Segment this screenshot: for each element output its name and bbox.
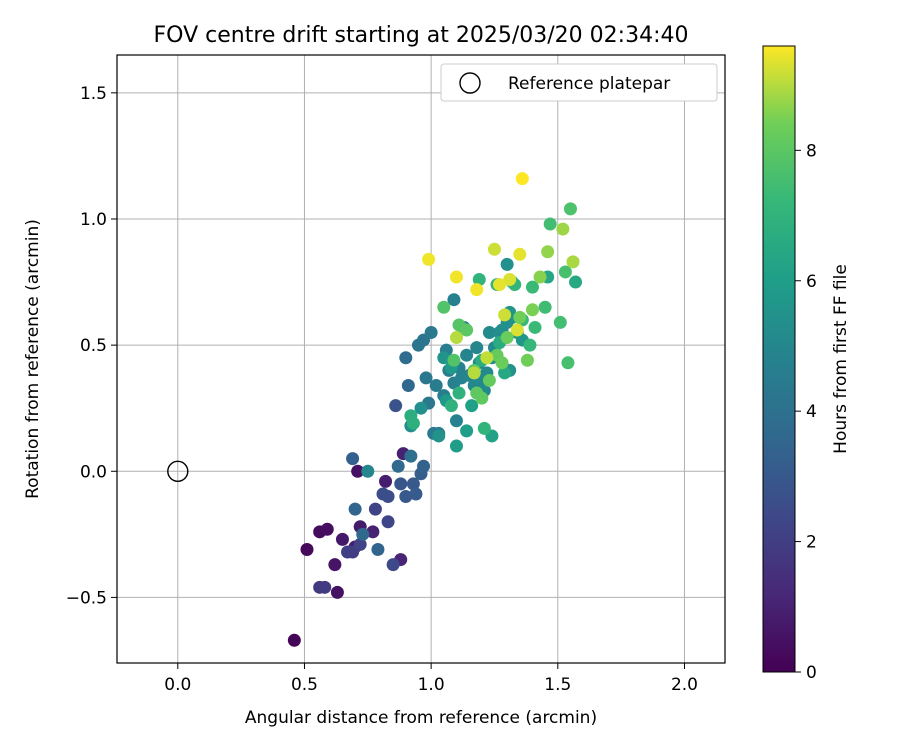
data-point	[417, 460, 430, 473]
chart-title: FOV centre drift starting at 2025/03/20 …	[154, 23, 689, 48]
plot-area	[117, 55, 725, 663]
data-point	[493, 278, 506, 291]
data-point	[371, 543, 384, 556]
scatter-chart: FOV centre drift starting at 2025/03/20 …	[0, 0, 900, 750]
x-axis-label: Angular distance from reference (arcmin)	[245, 708, 597, 728]
data-point	[321, 523, 334, 536]
data-point	[468, 366, 481, 379]
data-point	[498, 308, 511, 321]
data-point	[349, 503, 362, 516]
data-point	[480, 351, 493, 364]
data-point	[529, 321, 542, 334]
data-point	[331, 586, 344, 599]
data-point	[569, 276, 582, 289]
data-point	[450, 414, 463, 427]
x-tick-label: 2.0	[671, 675, 698, 695]
data-point	[475, 392, 488, 405]
data-point	[379, 475, 392, 488]
data-point	[501, 258, 514, 271]
data-point	[523, 339, 536, 352]
data-point	[564, 202, 577, 215]
data-point	[513, 248, 526, 261]
data-point	[460, 424, 473, 437]
data-point	[544, 218, 557, 231]
data-point	[511, 323, 524, 336]
data-point	[496, 356, 509, 369]
data-point	[422, 253, 435, 266]
data-point	[437, 301, 450, 314]
y-tick-label: −0.5	[66, 588, 107, 608]
x-tick-label: 1.0	[418, 675, 445, 695]
data-point	[432, 429, 445, 442]
data-point	[328, 558, 341, 571]
data-point	[394, 477, 407, 490]
data-point	[301, 543, 314, 556]
data-point	[470, 283, 483, 296]
data-point	[288, 634, 301, 647]
data-point	[521, 354, 534, 367]
data-point	[318, 581, 331, 594]
y-tick-label: 0.0	[80, 462, 107, 482]
x-tick-label: 0.0	[164, 675, 191, 695]
data-point	[470, 341, 483, 354]
data-point	[450, 331, 463, 344]
data-point	[336, 533, 349, 546]
data-point	[561, 356, 574, 369]
legend: Reference platepar	[441, 64, 717, 101]
data-point	[387, 558, 400, 571]
y-tick-label: 1.0	[80, 210, 107, 230]
data-point	[567, 255, 580, 268]
legend-label: Reference platepar	[508, 74, 670, 94]
data-point	[539, 301, 552, 314]
data-point	[382, 490, 395, 503]
data-point	[554, 316, 567, 329]
data-point	[392, 460, 405, 473]
y-tick-label: 0.5	[80, 336, 107, 356]
data-point	[369, 503, 382, 516]
data-point	[556, 223, 569, 236]
data-point	[425, 326, 438, 339]
data-point	[513, 311, 526, 324]
data-point	[346, 452, 359, 465]
data-point	[382, 515, 395, 528]
data-point	[483, 374, 496, 387]
data-point	[488, 243, 501, 256]
data-point	[361, 465, 374, 478]
y-axis-label: Rotation from reference (arcmin)	[23, 219, 43, 499]
colorbar-tick-label: 6	[806, 272, 817, 292]
x-tick-label: 0.5	[291, 675, 318, 695]
x-tick-label: 1.5	[544, 675, 571, 695]
data-point	[450, 271, 463, 284]
data-point	[526, 303, 539, 316]
colorbar-tick-label: 2	[806, 533, 817, 553]
data-point	[402, 379, 415, 392]
data-point	[516, 172, 529, 185]
data-point	[407, 417, 420, 430]
colorbar-tick-label: 4	[806, 402, 817, 422]
data-point	[478, 422, 491, 435]
colorbar-label: Hours from first FF file	[831, 264, 851, 454]
colorbar	[763, 46, 795, 672]
colorbar-tick-label: 0	[806, 663, 817, 683]
data-point	[534, 271, 547, 284]
data-point	[450, 440, 463, 453]
y-tick-label: 1.5	[80, 84, 107, 104]
data-point	[356, 528, 369, 541]
data-point	[389, 399, 402, 412]
data-point	[404, 450, 417, 463]
colorbar-tick-label: 8	[806, 141, 817, 161]
data-point	[541, 245, 554, 258]
data-point	[447, 354, 460, 367]
data-point	[399, 351, 412, 364]
data-point	[409, 487, 422, 500]
data-point	[445, 399, 458, 412]
data-point	[453, 387, 466, 400]
